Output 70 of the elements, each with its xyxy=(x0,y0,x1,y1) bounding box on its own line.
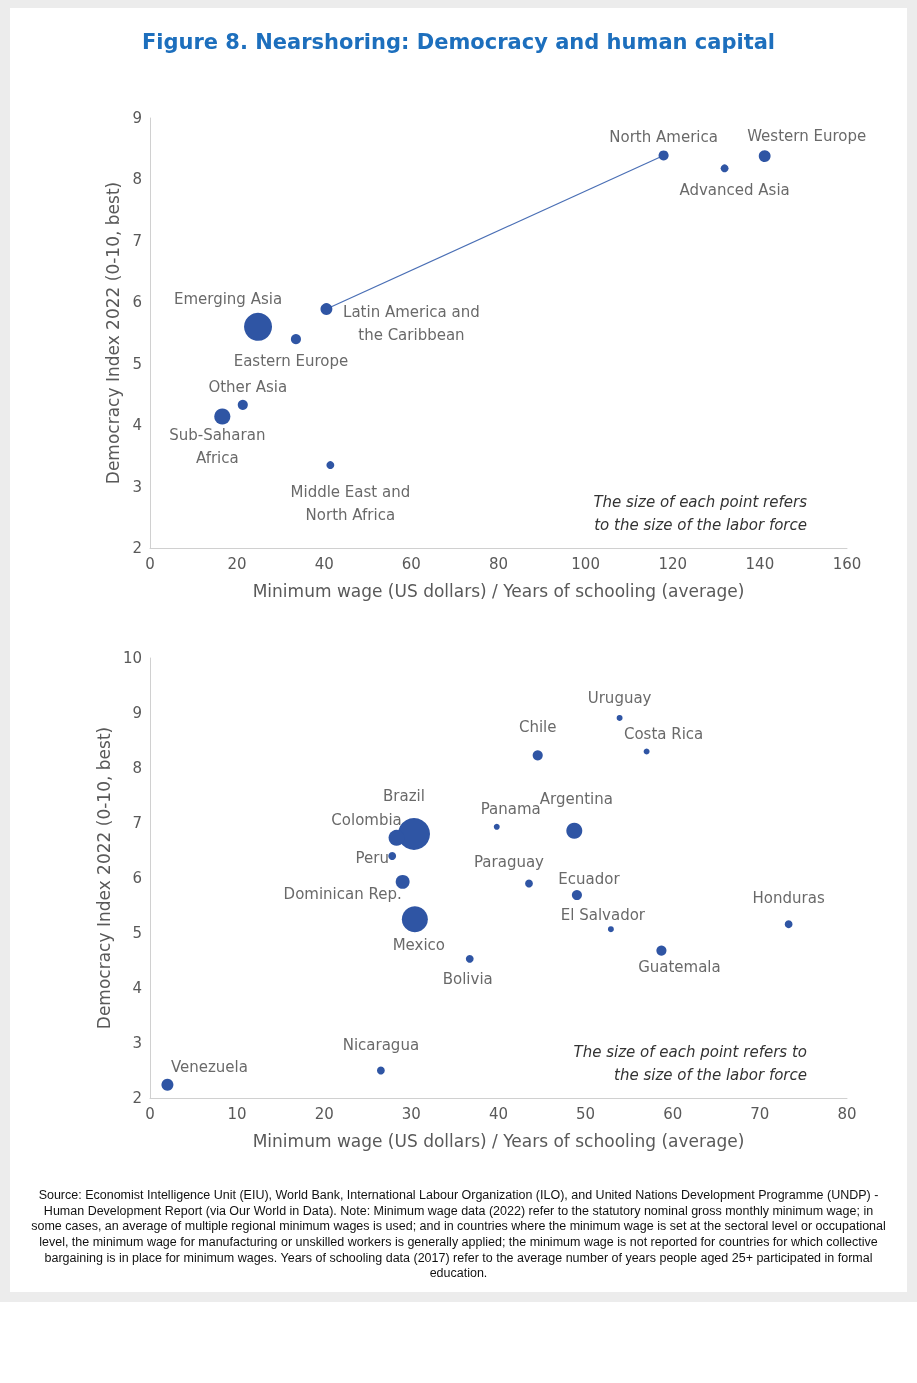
annotation: Other Asia xyxy=(208,377,288,396)
x-tick-label: 60 xyxy=(663,1104,683,1123)
annotation: Bolivia xyxy=(442,969,493,988)
annotation: Chile xyxy=(518,718,557,737)
annotation: The size of each point refers to the size of the labor force xyxy=(573,1042,807,1084)
annotation: Ecuador xyxy=(558,870,621,889)
y-tick-label: 4 xyxy=(132,979,142,997)
chart-title: Figure 8. Nearshoring: Democracy and human capital xyxy=(141,29,776,54)
x-tick-label: 40 xyxy=(488,1104,509,1123)
annotation: El Salvador xyxy=(560,906,646,925)
y-tick-label: 4 xyxy=(132,416,142,435)
annotation: Honduras xyxy=(752,889,825,908)
x-tick-label: 0 xyxy=(145,554,155,573)
y-axis-title: Democracy Index 2022 (0-10, best) xyxy=(93,726,114,1030)
x-tick-label: 10 xyxy=(227,1104,247,1123)
annotation: Costa Rica xyxy=(623,724,704,743)
y-tick-label: 3 xyxy=(132,477,142,496)
annotation: Peru xyxy=(355,849,389,867)
x-tick-label: 120 xyxy=(658,554,688,573)
annotation: Advanced Asia xyxy=(679,181,790,200)
y-axis-title: Democracy Index 2022 (0-10, best) xyxy=(103,181,124,485)
y-tick-label: 3 xyxy=(132,1034,142,1052)
annotation: Argentina xyxy=(539,789,613,808)
y-tick-label: 9 xyxy=(132,704,142,722)
annotation: Mexico xyxy=(392,936,446,955)
x-tick-label: 60 xyxy=(401,554,421,573)
x-tick-label: 50 xyxy=(576,1104,596,1123)
x-tick-label: 80 xyxy=(837,1104,857,1123)
y-tick-label: 2 xyxy=(132,539,142,557)
annotation: Panama xyxy=(480,799,541,818)
x-tick-label: 20 xyxy=(227,554,247,573)
x-tick-label: 40 xyxy=(314,554,334,573)
y-tick-label: 6 xyxy=(132,293,142,312)
annotation: Brazil xyxy=(383,787,425,805)
x-tick-label: 30 xyxy=(401,1104,421,1123)
x-tick-label: 70 xyxy=(750,1104,770,1123)
annotation: North America xyxy=(609,128,718,147)
annotation: Venezuela xyxy=(170,1057,248,1076)
annotation: Emerging Asia xyxy=(173,289,283,308)
x-tick-label: 140 xyxy=(745,554,775,573)
y-tick-label: 6 xyxy=(132,869,142,887)
annotation: Uruguay xyxy=(587,688,652,707)
y-tick-label: 8 xyxy=(132,759,142,777)
y-tick-label: 5 xyxy=(132,924,142,942)
annotation: Paraguay xyxy=(473,852,545,871)
y-tick-label: 2 xyxy=(132,1089,142,1107)
x-tick-label: 80 xyxy=(488,554,509,573)
annotation: Eastern Europe xyxy=(233,352,349,371)
annotation: Colombia xyxy=(331,810,402,829)
y-tick-label: 8 xyxy=(132,170,142,189)
annotation: Western Europe xyxy=(747,127,867,146)
x-tick-label: 20 xyxy=(314,1104,334,1123)
annotation: Nicaragua xyxy=(342,1035,420,1054)
y-tick-label: 9 xyxy=(132,109,142,127)
x-tick-label: 0 xyxy=(145,1104,155,1123)
y-tick-label: 7 xyxy=(132,814,142,832)
annotation: Dominican Rep. xyxy=(283,884,402,903)
annotation: Middle East and North Africa xyxy=(290,482,411,524)
y-tick-label: 10 xyxy=(122,649,142,667)
x-axis-title: Minimum wage (US dollars) / Years of schooling (average) xyxy=(252,580,745,601)
annotation: Sub-Saharan Africa xyxy=(169,426,266,468)
x-tick-label: 100 xyxy=(571,554,600,573)
source-note: Source: Economist Intelligence Unit (EIU), World Bank, International Labour Organization (ILO), and United Nations Development Programme (UNDP) - Human Development Report (via Our World in Data). Note: Minimum wage data (2022) refer to the statutory nominal gross monthly minimum wage; in some cases, an average of multiple regional minimum wages is used; and in countries where the minimum wage is set at the sectoral level or occupational level, the minimum wage for manufacturing or unskilled workers is generally applied; the minimum wage is not reported for countries for which collective bargaining is in place for minimum wages. Years of schooling data (2017) refer to the average number of years people aged 25+ participated in formal education. xyxy=(30,1187,887,1283)
annotation: Latin America and the Caribbean xyxy=(343,302,480,344)
y-tick-label: 7 xyxy=(132,231,142,250)
y-tick-label: 5 xyxy=(132,354,142,373)
x-tick-label: 160 xyxy=(832,554,862,573)
annotation: The size of each point refers to the size of the labor force xyxy=(593,492,808,534)
x-axis-title: Minimum wage (US dollars) / Years of schooling (average) xyxy=(252,1130,745,1151)
annotation: Guatemala xyxy=(638,957,721,976)
